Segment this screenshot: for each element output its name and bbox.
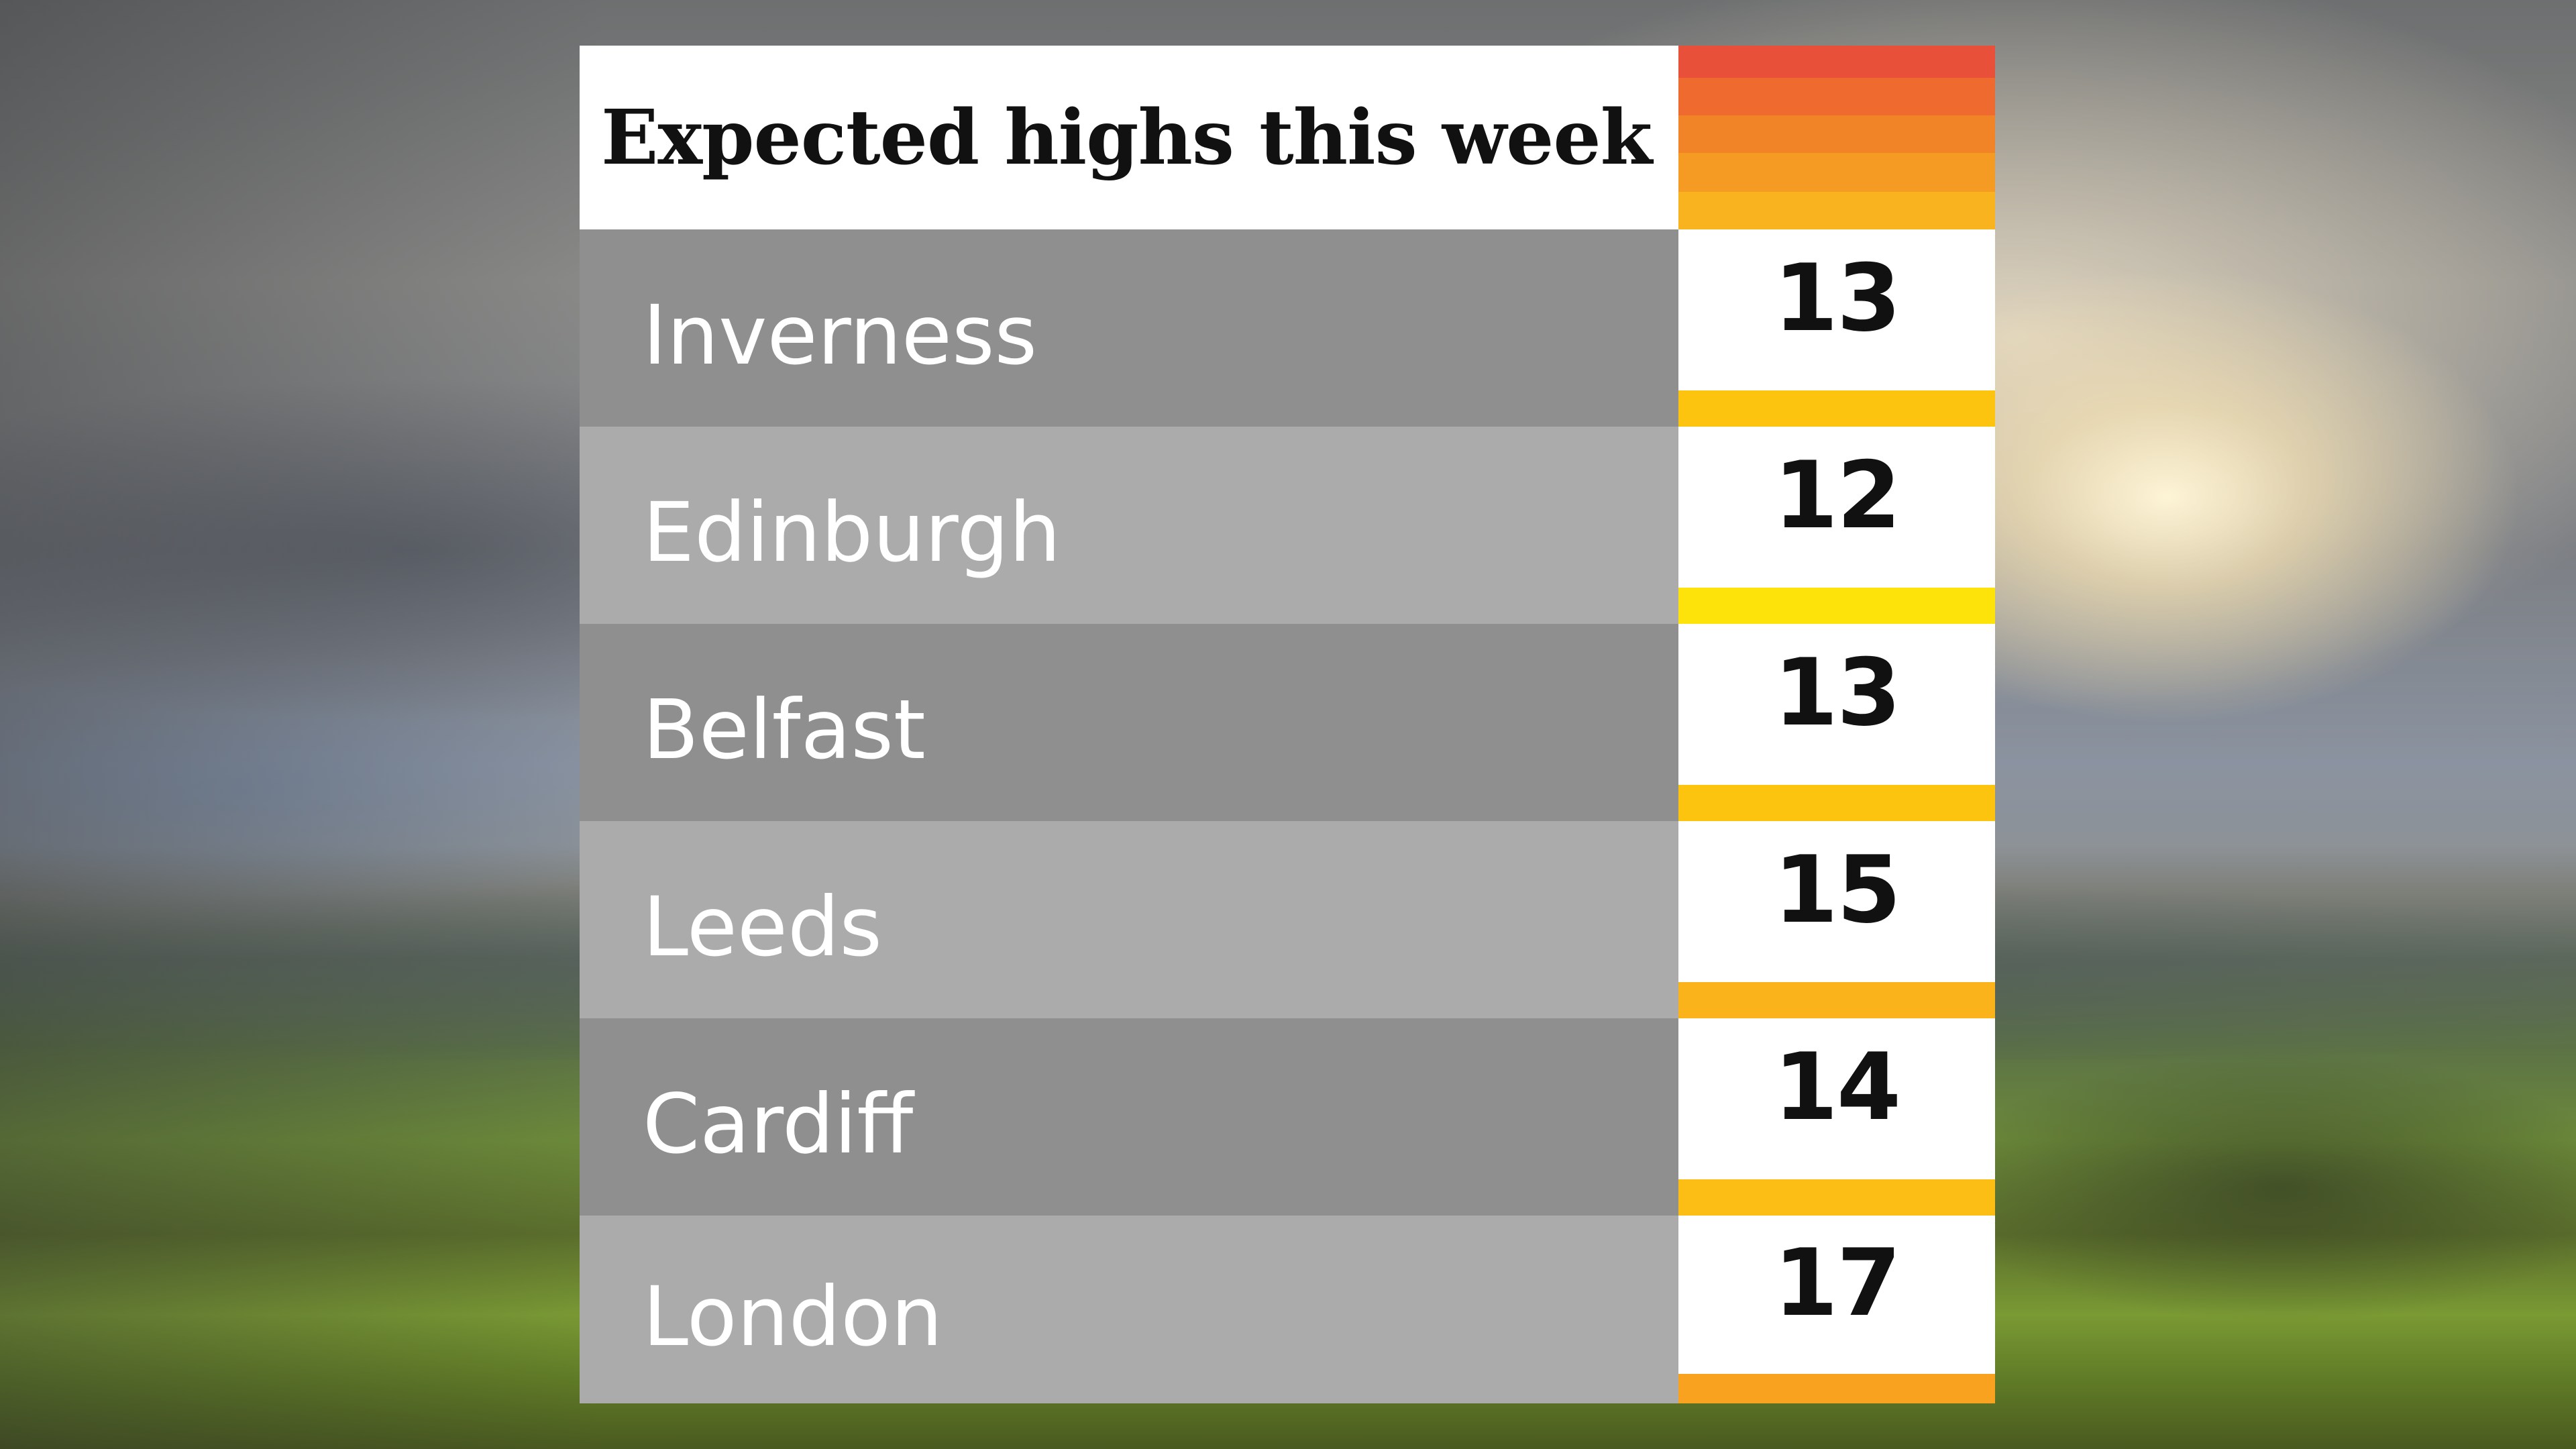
temperature-value: 17: [1773, 1228, 1901, 1337]
temperature-cell: 13: [1678, 624, 1995, 785]
table-row-edinburgh: Edinburgh 12: [580, 427, 1995, 624]
table-row-leeds: Leeds 15: [580, 821, 1995, 1018]
title-bar: Expected highs this week: [580, 46, 1678, 229]
city-cell: Leeds: [580, 821, 1678, 1018]
city-name: Edinburgh: [643, 485, 1061, 580]
city-cell: Inverness: [580, 229, 1678, 427]
city-name: Belfast: [643, 682, 926, 777]
city-name: London: [643, 1269, 943, 1364]
temperature-color-bar: [1678, 982, 1995, 1018]
temperature-value: 13: [1773, 244, 1901, 352]
temperature-cell: 17: [1678, 1216, 1995, 1374]
city-name: Cardiff: [643, 1077, 914, 1172]
city-name: Inverness: [643, 288, 1038, 383]
temperature-cell: 12: [1678, 427, 1995, 588]
city-name: Leeds: [643, 879, 882, 975]
table-row-cardiff: Cardiff 14: [580, 1018, 1995, 1216]
temperature-table: Expected highs this week Inverness 13 Ed…: [580, 46, 1995, 1403]
background-sky-haze: [0, 0, 604, 1449]
table-row-belfast: Belfast 13: [580, 624, 1995, 821]
temperature-cell: 13: [1678, 229, 1995, 390]
city-cell: Edinburgh: [580, 427, 1678, 624]
temperature-color-bar: [1678, 1179, 1995, 1216]
temperature-cell: 14: [1678, 1018, 1995, 1179]
table-row-inverness: Inverness 13: [580, 229, 1995, 427]
temperature-color-bar: [1678, 588, 1995, 624]
table-row-london: London 17: [580, 1216, 1995, 1403]
temperature-value: 12: [1773, 441, 1901, 549]
background-trees: [1945, 1046, 2576, 1328]
city-cell: Cardiff: [580, 1018, 1678, 1216]
city-cell: Belfast: [580, 624, 1678, 821]
temperature-value: 13: [1773, 638, 1901, 747]
city-cell: London: [580, 1216, 1678, 1403]
temperature-color-bar: [1678, 1374, 1995, 1403]
heat-scale-header: [1678, 46, 1995, 229]
temperature-color-bar: [1678, 785, 1995, 821]
table-title: Expected highs this week: [601, 93, 1652, 182]
temperature-cell: 15: [1678, 821, 1995, 982]
temperature-value: 15: [1773, 835, 1901, 944]
temperature-value: 14: [1773, 1032, 1901, 1141]
temperature-color-bar: [1678, 390, 1995, 427]
